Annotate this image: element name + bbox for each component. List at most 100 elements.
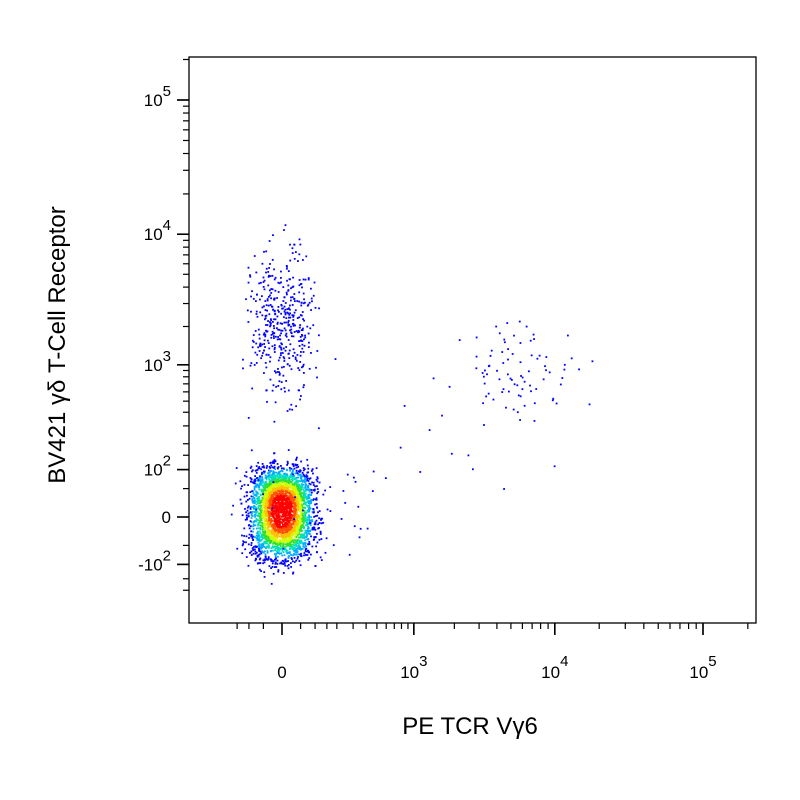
event-dot xyxy=(306,500,309,503)
event-dot xyxy=(267,476,270,479)
event-dot xyxy=(295,479,298,482)
event-dot xyxy=(290,296,292,299)
event-dot xyxy=(289,503,292,506)
event-dot xyxy=(262,489,264,492)
event-dot xyxy=(270,495,273,498)
event-dot xyxy=(268,542,271,545)
event-dot xyxy=(283,561,286,564)
event-dot xyxy=(248,527,251,530)
event-dot xyxy=(310,500,312,503)
event-dot xyxy=(286,514,289,517)
event-dot xyxy=(270,464,273,467)
event-dot xyxy=(260,511,263,514)
event-dot xyxy=(271,486,274,489)
event-dot xyxy=(284,533,286,535)
event-dot xyxy=(270,477,273,479)
event-dot xyxy=(289,278,291,281)
event-dot xyxy=(275,505,278,508)
event-dot xyxy=(262,501,265,504)
event-dot xyxy=(289,243,291,246)
event-dot xyxy=(245,471,248,473)
event-dot xyxy=(268,504,271,507)
event-dot xyxy=(302,371,305,374)
event-dot xyxy=(273,420,276,423)
event-dot xyxy=(260,547,262,550)
event-dot xyxy=(292,548,295,551)
event-dot xyxy=(270,305,273,308)
event-dot xyxy=(294,522,297,525)
event-dot xyxy=(299,528,301,531)
x-tick-label: 103 xyxy=(400,653,427,682)
event-dot xyxy=(263,533,265,535)
event-dot xyxy=(263,502,265,505)
event-dot xyxy=(288,500,291,503)
event-dot xyxy=(535,388,538,390)
event-dot xyxy=(245,535,248,538)
event-dot xyxy=(267,472,269,475)
event-dot xyxy=(255,492,258,495)
event-dot xyxy=(308,541,311,543)
event-dot xyxy=(563,363,566,366)
event-dot xyxy=(267,275,270,278)
event-dot xyxy=(243,483,246,486)
event-dot xyxy=(318,510,321,513)
event-dot xyxy=(281,518,284,521)
event-dot xyxy=(293,512,295,515)
event-dot xyxy=(259,515,262,518)
event-dot xyxy=(274,538,277,541)
event-dot xyxy=(269,294,271,297)
event-dot xyxy=(271,562,274,565)
event-dot xyxy=(277,480,280,482)
event-dot xyxy=(297,515,300,518)
event-dot xyxy=(279,542,281,544)
event-dot xyxy=(259,480,262,483)
event-dot xyxy=(307,526,310,529)
event-dot xyxy=(296,533,299,536)
event-dot xyxy=(261,546,264,549)
event-dot xyxy=(255,484,257,487)
x-tick-label: 0 xyxy=(277,663,286,682)
event-dot xyxy=(303,511,306,514)
event-dot xyxy=(269,502,272,505)
event-dot xyxy=(277,501,280,503)
event-dot xyxy=(308,508,311,511)
event-dot xyxy=(292,276,294,279)
event-dot xyxy=(513,383,516,386)
event-dot xyxy=(283,481,286,484)
event-dot xyxy=(263,470,266,473)
event-dot xyxy=(280,481,283,484)
event-dot xyxy=(287,489,290,492)
event-dot xyxy=(334,358,337,360)
event-dot xyxy=(280,270,282,273)
event-dot xyxy=(277,482,280,484)
event-dot xyxy=(268,267,270,269)
event-dot xyxy=(286,539,289,542)
event-dot xyxy=(306,486,309,489)
event-dot xyxy=(291,470,294,473)
event-dot xyxy=(271,504,274,506)
event-dot xyxy=(288,467,291,469)
event-dot xyxy=(281,470,284,473)
event-dot xyxy=(254,475,257,477)
event-dot xyxy=(280,312,283,315)
event-dot xyxy=(276,515,279,518)
event-dot xyxy=(259,504,261,507)
event-dot xyxy=(290,557,293,559)
event-dot xyxy=(295,504,297,507)
event-dot xyxy=(318,307,320,310)
event-dot xyxy=(303,344,306,347)
event-dot xyxy=(250,521,253,524)
event-dot xyxy=(292,324,295,327)
event-dot xyxy=(308,504,311,507)
event-dot xyxy=(273,477,276,480)
event-dot xyxy=(293,486,296,488)
event-dot xyxy=(263,332,266,335)
event-dot xyxy=(306,517,309,519)
event-dot xyxy=(291,485,294,488)
event-dot xyxy=(274,503,277,505)
event-dot xyxy=(282,493,284,496)
event-dot xyxy=(285,481,288,484)
event-dot xyxy=(277,499,279,502)
event-dot xyxy=(298,326,301,329)
event-dot xyxy=(279,545,282,548)
